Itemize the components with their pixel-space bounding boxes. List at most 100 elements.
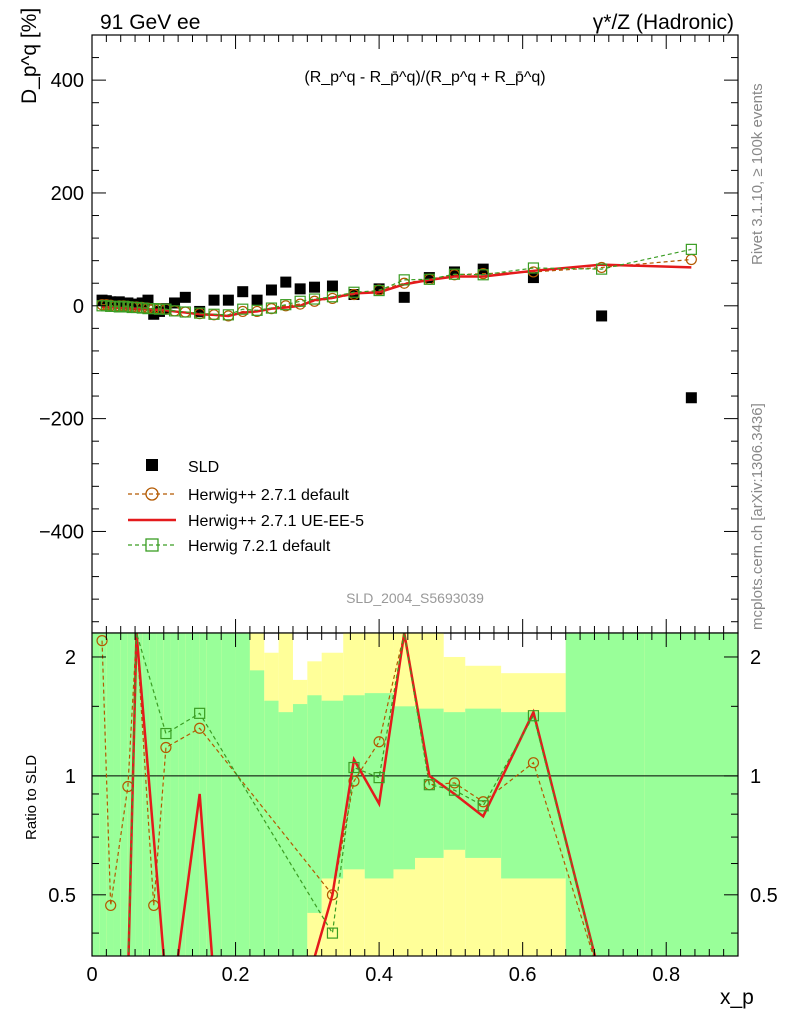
- ratio-point-herwig-2-7-1-default: [348, 775, 360, 787]
- band-green: [99, 633, 107, 956]
- ratio-ytick-label: 1: [65, 766, 76, 788]
- band-green: [199, 633, 207, 956]
- band-green: [185, 633, 193, 956]
- band-green: [235, 633, 250, 956]
- data-point-herwig-7-2-1-default: [148, 303, 160, 315]
- band-green: [443, 712, 466, 850]
- ratio-point-herwig-2-7-1-default: [96, 635, 108, 647]
- ratio-xtick-label: 0.2: [222, 964, 250, 986]
- ratio-ytick-label: 0.5: [48, 885, 76, 907]
- ratio-ytick-label-right: 1: [750, 766, 761, 788]
- ratio-point-herwig-2-7-1-default: [373, 736, 385, 748]
- data-point-herwig-7-2-1-default: [179, 306, 191, 318]
- band-green: [156, 633, 164, 956]
- data-point-sld: [309, 281, 321, 293]
- data-point-sld: [265, 284, 277, 296]
- header-right-label: γ*/Z (Hadronic): [593, 11, 734, 34]
- data-point-sld: [179, 291, 191, 303]
- main-ytick-label: 400: [51, 70, 84, 92]
- data-point-herwig-7-2-1-default: [208, 308, 220, 320]
- ratio-point-herwig-7-2-1-default: [326, 927, 339, 939]
- ratio-line-herwig-2-7-1-ue-ee-5: [127, 633, 597, 956]
- ratio-point-herwig-2-7-1-default: [160, 741, 172, 754]
- ratio-ytick-label: 2: [65, 647, 76, 669]
- data-point-herwig-7-2-1-default: [308, 293, 321, 305]
- ratio-xtick-label: 0.8: [652, 964, 680, 986]
- data-point-herwig-7-2-1-default: [153, 303, 166, 315]
- ratio-point-herwig-7-2-1-default: [423, 779, 435, 791]
- data-point-sld: [527, 272, 539, 284]
- band-green: [206, 633, 222, 956]
- ratio-xtick-label: 0.6: [509, 964, 537, 986]
- ratio-point-herwig-7-2-1-default: [477, 800, 489, 812]
- data-point-sld: [685, 392, 697, 404]
- ratio-point-herwig-7-2-1-default: [160, 727, 172, 740]
- data-point-herwig-7-2-1-default: [527, 262, 540, 274]
- data-point-herwig-7-2-1-default: [222, 309, 234, 321]
- band-green: [644, 633, 738, 956]
- data-point-herwig-7-2-1-default: [251, 304, 263, 316]
- data-point-sld: [294, 283, 306, 295]
- band-green: [565, 633, 645, 956]
- legend-marker-herwig-721-default: [145, 538, 159, 552]
- ratio-point-herwig-2-7-1-default: [527, 757, 540, 769]
- main-y-axis-label: D_p^q [%]: [18, 8, 41, 104]
- data-point-herwig-7-2-1-default: [294, 295, 306, 307]
- band-green: [135, 633, 143, 956]
- legend-marker-sld: [146, 459, 158, 471]
- ratio-xtick-label: 0: [86, 964, 97, 986]
- data-point-herwig-7-2-1-default: [194, 307, 206, 319]
- band-green: [307, 695, 322, 913]
- rivet-label: Rivet 3.1.10, ≥ 100k events: [749, 83, 766, 265]
- data-point-herwig-7-2-1-default: [265, 302, 278, 314]
- ratio-point-herwig-7-2-1-default: [194, 707, 206, 719]
- band-green: [142, 633, 150, 956]
- ratio-point-herwig-7-2-1-default: [348, 761, 360, 774]
- band-green: [393, 706, 415, 870]
- band-green: [178, 633, 186, 956]
- mcplots-label: mcplots.cern.ch [arXiv:1306.3436]: [749, 403, 766, 630]
- data-point-herwig-7-2-1-default: [685, 243, 697, 255]
- data-point-herwig-7-2-1-default: [596, 263, 608, 275]
- data-point-herwig-7-2-1-default: [423, 273, 435, 285]
- legend-label-sld: SLD: [188, 459, 219, 476]
- data-point-herwig-7-2-1-default: [398, 274, 410, 286]
- band-green: [465, 708, 502, 858]
- ratio-panel: 0.5 0.5 1 1 2 2 0 0.2 0.4 0.6 0.8 Ratio to SLD x_…: [23, 632, 778, 1009]
- band-green: [149, 633, 157, 956]
- ratio-x-axis-label: x_p: [720, 986, 754, 1009]
- main-ytick-label: 200: [51, 183, 84, 205]
- data-point-sld: [153, 305, 165, 317]
- band-green: [163, 633, 171, 956]
- ratio-y-axis-label: Ratio to SLD: [23, 755, 40, 840]
- band-green: [264, 700, 279, 956]
- band-green: [321, 700, 344, 879]
- band-green: [343, 695, 365, 870]
- band-green: [106, 633, 114, 956]
- legend-label-herwig-271-default: Herwig++ 2.7.1 default: [188, 487, 350, 504]
- data-point-herwig-7-2-1-default: [168, 305, 181, 317]
- band-green: [249, 670, 265, 956]
- data-point-sld: [148, 308, 160, 320]
- band-green: [92, 633, 100, 956]
- ratio-point-herwig-7-2-1-default: [448, 784, 461, 796]
- data-point-sld: [596, 310, 608, 322]
- data-point-sld: [142, 294, 154, 306]
- data-point-sld: [208, 294, 220, 306]
- main-ytick-label: −400: [39, 521, 84, 543]
- ratio-point-herwig-2-7-1-default: [194, 722, 206, 734]
- ratio-point-herwig-7-2-1-default: [527, 710, 540, 722]
- data-point-herwig-7-2-1-default: [448, 268, 461, 280]
- legend: SLD Herwig++ 2.7.1 default Herwig++ 2.7.…: [128, 459, 364, 555]
- ratio-xtick-label: 0.4: [365, 964, 393, 986]
- band-green: [170, 633, 179, 956]
- data-point-herwig-7-2-1-default: [477, 269, 489, 281]
- data-point-sld: [280, 276, 292, 288]
- data-point-herwig-7-2-1-default: [142, 303, 154, 315]
- data-point-sld: [251, 294, 263, 306]
- ratio-ytick-label-right: 2: [750, 647, 761, 669]
- ratio-ytick-label-right: 0.5: [750, 885, 778, 907]
- header-left-label: 91 GeV ee: [100, 11, 200, 34]
- data-point-sld: [423, 272, 435, 284]
